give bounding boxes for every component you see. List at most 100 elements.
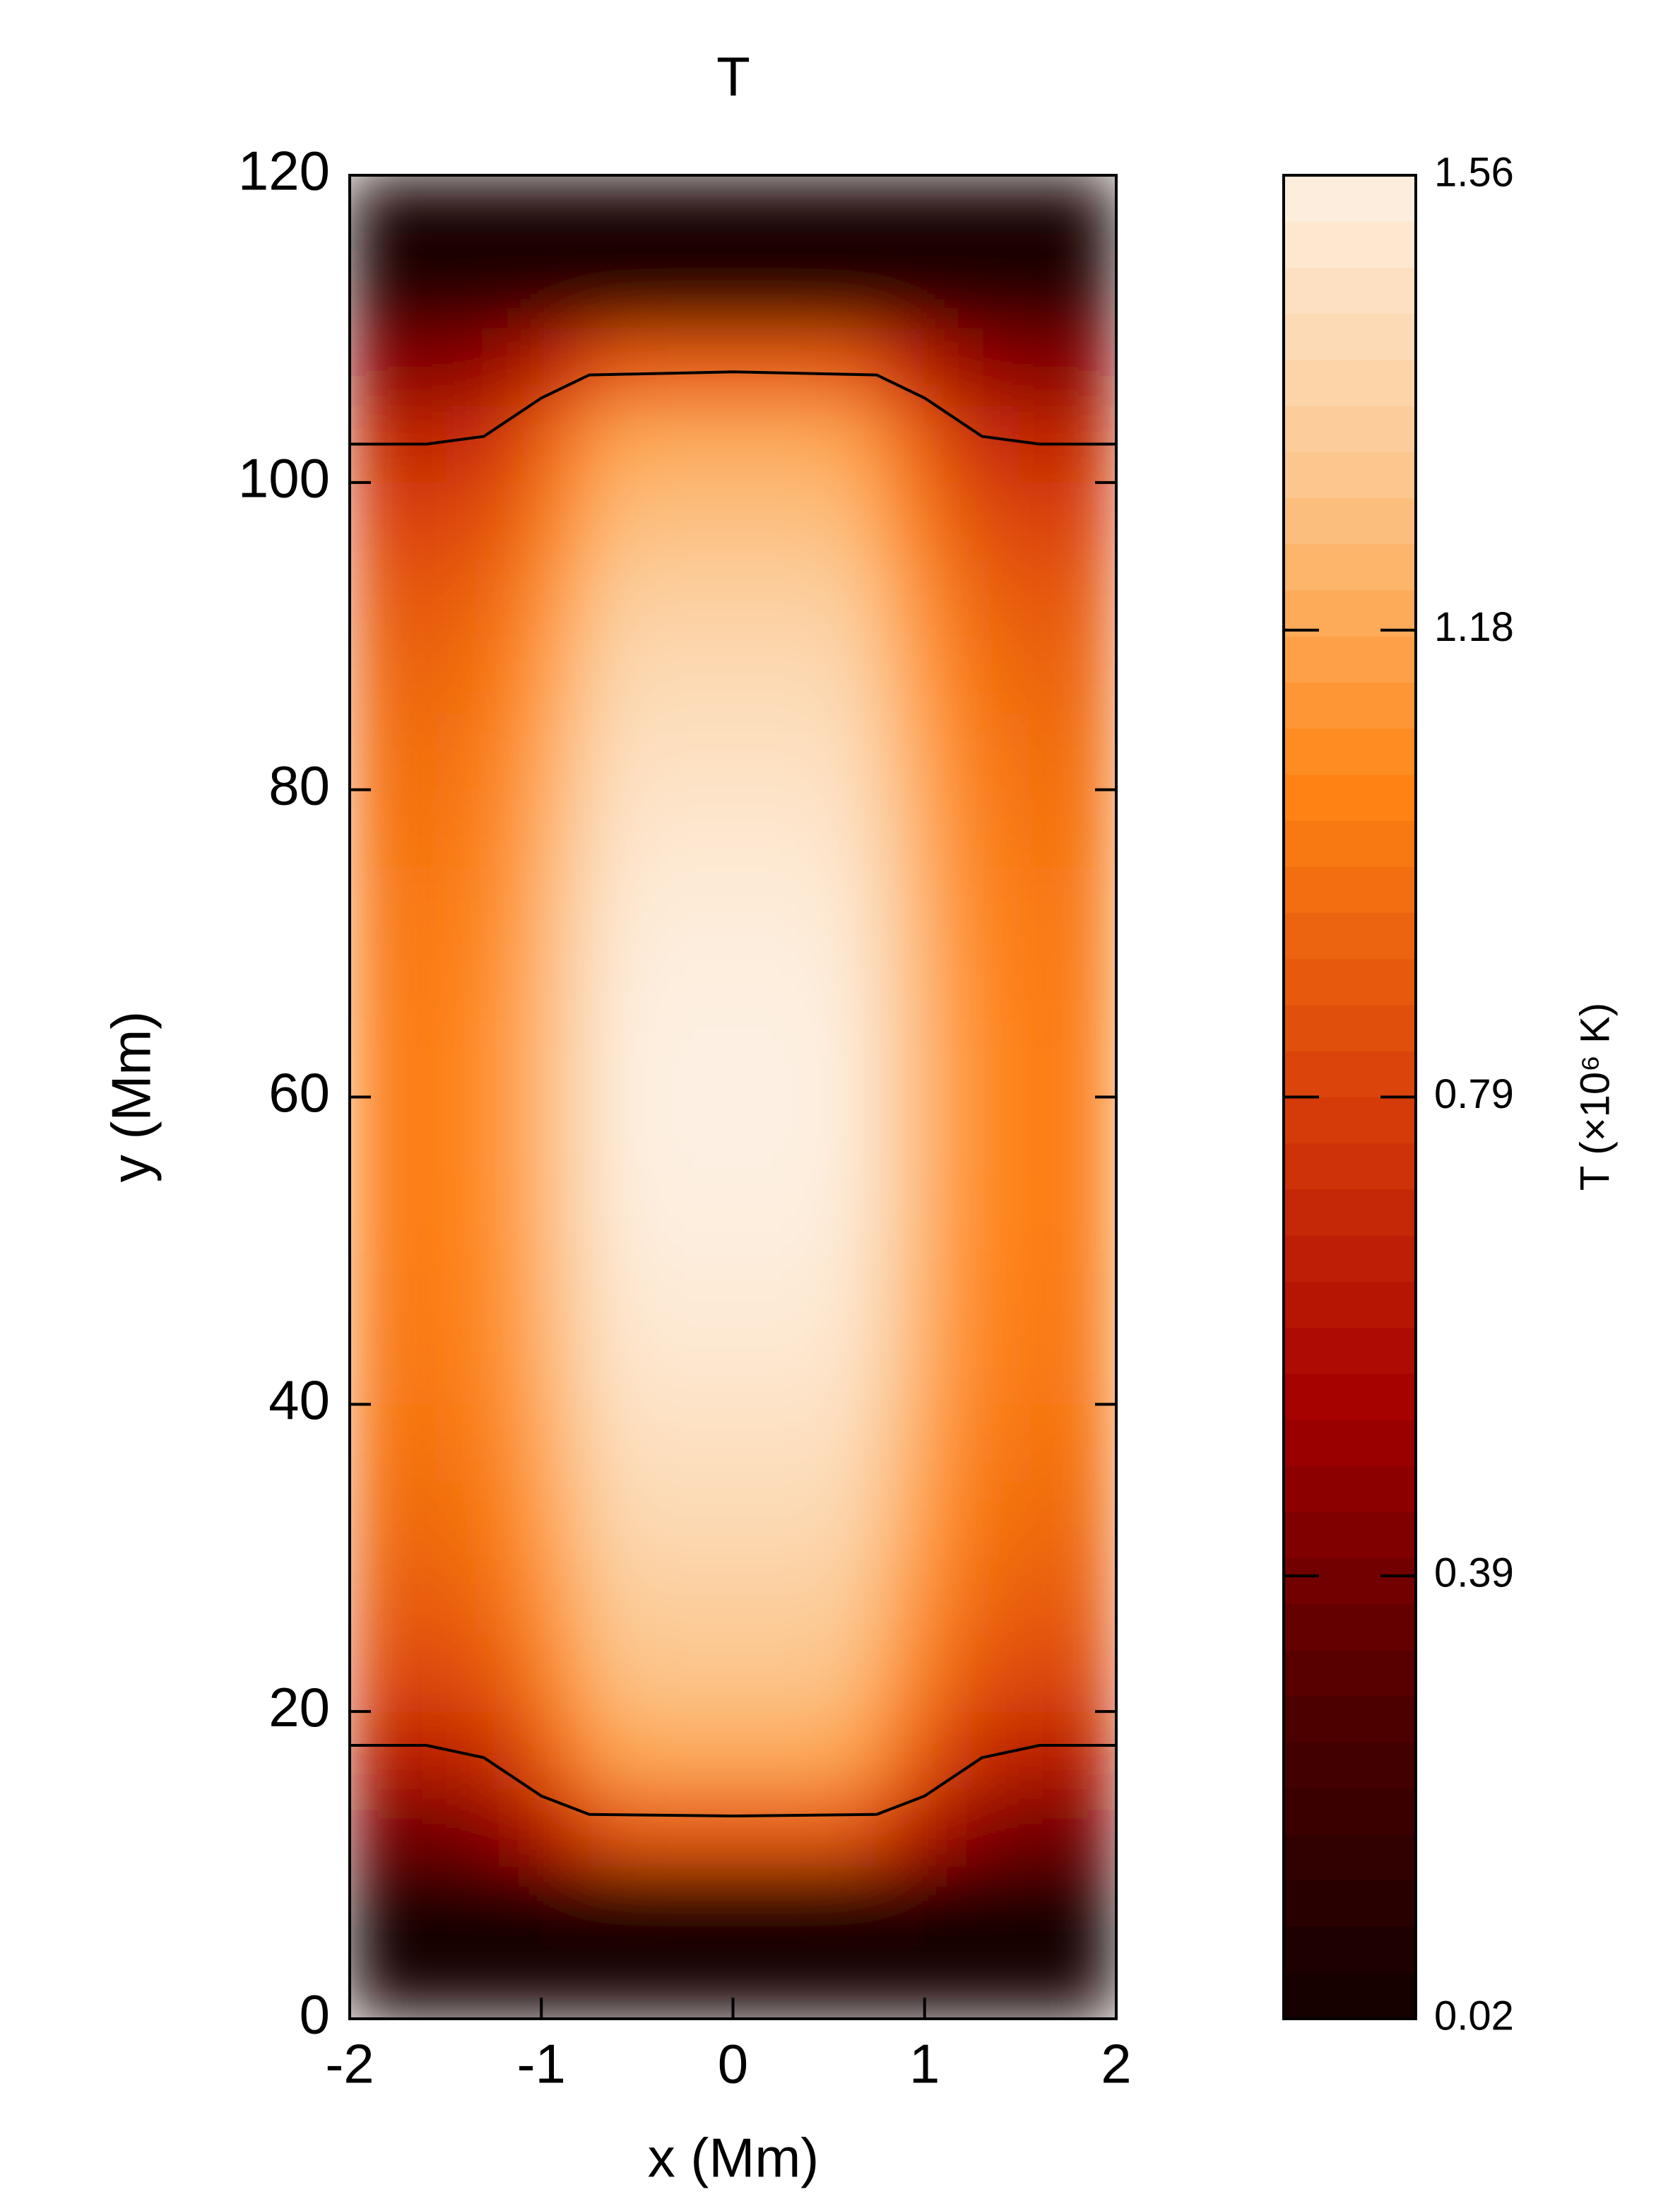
heat-cell: [397, 943, 446, 1021]
heat-cell: [876, 175, 925, 253]
colorbar-band: [1284, 1419, 1416, 1466]
heat-cell: [1067, 789, 1116, 867]
heat-cell: [924, 252, 974, 329]
heat-cell: [1019, 1865, 1069, 1942]
heat-cell: [972, 1173, 1021, 1251]
heat-cell: [828, 943, 877, 1021]
heat-cell: [876, 1097, 925, 1174]
heat-cell: [540, 1327, 590, 1405]
heat-cell: [1067, 866, 1116, 944]
heat-cell: [1067, 712, 1116, 791]
heat-cell: [492, 1403, 542, 1482]
heat-cell: [876, 482, 925, 560]
heat-cell: [397, 712, 446, 791]
colorbar-band: [1284, 728, 1416, 775]
colorbar-band: [1284, 1373, 1416, 1420]
heat-cell: [445, 789, 494, 867]
colorbar-band: [1284, 1557, 1416, 1605]
heat-cell: [780, 405, 829, 483]
heat-cell: [1019, 1941, 1069, 2019]
colorbar-label: T (×10⁶ K): [1572, 1003, 1618, 1191]
heat-cell: [780, 1327, 829, 1405]
heat-cell: [637, 1480, 686, 1559]
heat-cell: [1067, 1711, 1116, 1789]
heat-cell: [876, 1327, 925, 1405]
heat-cell: [350, 1557, 398, 1635]
x-tick-label: -2: [325, 2033, 374, 2095]
heat-cell: [972, 789, 1021, 867]
heat-cell: [733, 175, 781, 253]
heat-cell: [685, 175, 733, 253]
heat-cell: [1019, 1250, 1069, 1328]
heat-cell: [588, 1327, 638, 1405]
heat-cell: [924, 1097, 974, 1174]
heat-cell: [876, 635, 925, 714]
heat-cell: [780, 1403, 829, 1482]
heat-cell: [350, 943, 398, 1021]
heat-cell: [540, 482, 590, 560]
heat-cell: [588, 1403, 638, 1482]
heat-cell: [588, 1788, 638, 1866]
heat-cell: [397, 1865, 446, 1942]
heat-cell: [588, 405, 638, 483]
colorbar-band: [1284, 1280, 1416, 1328]
heat-cell: [1019, 1097, 1069, 1174]
y-tick-label: 80: [268, 754, 330, 816]
heat-cell: [924, 943, 974, 1021]
heat-cell: [1067, 482, 1116, 560]
heat-cell: [733, 1711, 781, 1789]
heat-cell: [1019, 1711, 1069, 1789]
heat-cell: [828, 1020, 877, 1097]
heat-cell: [924, 1403, 974, 1482]
heat-cell: [733, 1865, 781, 1942]
colorbar-tick-label: 1.56: [1434, 149, 1514, 195]
heat-cell: [397, 1020, 446, 1097]
heat-cell: [445, 1173, 494, 1251]
heat-cell: [350, 712, 398, 791]
heat-cell: [685, 1097, 733, 1174]
colorbar-band: [1284, 175, 1416, 222]
heat-cell: [350, 1173, 398, 1251]
heat-cell: [492, 943, 542, 1021]
heat-cell: [828, 1634, 877, 1712]
heat-cell: [685, 1557, 733, 1635]
heat-cell: [828, 1557, 877, 1635]
heat-cell: [733, 1403, 781, 1482]
heat-cell: [828, 789, 877, 867]
heat-cell: [445, 1250, 494, 1328]
heat-cell: [828, 866, 877, 944]
heat-cell: [445, 1020, 494, 1097]
heat-cell: [924, 1711, 974, 1789]
heat-cell: [350, 635, 398, 714]
heat-cell: [1067, 1480, 1116, 1559]
heat-cell: [1019, 1020, 1069, 1097]
heat-cell: [733, 1250, 781, 1328]
heat-cell: [492, 1097, 542, 1174]
colorbar-band: [1284, 681, 1416, 729]
heat-cell: [733, 866, 781, 944]
colorbar-band: [1284, 958, 1416, 1006]
colorbar-band: [1284, 220, 1416, 268]
heat-cell: [540, 1173, 590, 1251]
heat-cell: [492, 1480, 542, 1559]
heat-cell: [780, 789, 829, 867]
heat-cell: [780, 712, 829, 791]
heat-cell: [492, 405, 542, 483]
heat-cell: [685, 1711, 733, 1789]
heat-cell: [733, 1480, 781, 1559]
colorbar-band: [1284, 1926, 1416, 1974]
heat-cell: [588, 866, 638, 944]
heat-cell: [1019, 1173, 1069, 1251]
heat-cell: [780, 635, 829, 714]
heat-cell: [685, 1250, 733, 1328]
heat-cell: [828, 1327, 877, 1405]
heat-cell: [924, 789, 974, 867]
heat-cell: [1067, 1865, 1116, 1942]
colorbar-band: [1284, 497, 1416, 545]
x-tick-label: -1: [517, 2033, 566, 2095]
heat-cell: [637, 1097, 686, 1174]
heat-cell: [637, 943, 686, 1021]
heat-cell: [637, 635, 686, 714]
